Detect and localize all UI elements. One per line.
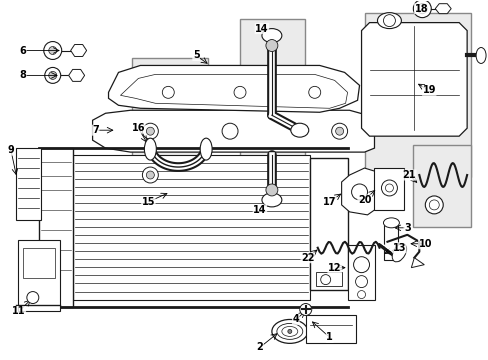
Bar	[412, 145, 470, 227]
Bar	[309, 158, 347, 289]
Text: 8: 8	[20, 71, 26, 80]
Text: 14: 14	[255, 24, 268, 33]
Text: 10: 10	[418, 239, 431, 249]
Circle shape	[142, 123, 158, 139]
Circle shape	[428, 200, 438, 210]
Circle shape	[299, 303, 311, 315]
Bar	[73, 155, 309, 300]
Circle shape	[381, 180, 397, 196]
Text: 17: 17	[322, 197, 336, 207]
Circle shape	[412, 0, 430, 18]
Bar	[374, 168, 404, 210]
Bar	[18, 240, 60, 311]
Text: 7: 7	[92, 125, 99, 135]
Ellipse shape	[475, 48, 485, 63]
Circle shape	[45, 67, 61, 84]
Circle shape	[320, 275, 330, 285]
Text: 1: 1	[325, 332, 332, 342]
Circle shape	[146, 127, 154, 135]
Text: 2: 2	[256, 342, 263, 352]
Bar	[384, 225, 398, 260]
Text: 19: 19	[422, 85, 435, 95]
Polygon shape	[108, 66, 359, 112]
Circle shape	[265, 184, 277, 196]
Circle shape	[142, 167, 158, 183]
Polygon shape	[434, 4, 450, 14]
Circle shape	[383, 15, 395, 27]
Ellipse shape	[391, 244, 406, 262]
Circle shape	[287, 329, 291, 333]
Ellipse shape	[383, 218, 399, 228]
Text: 18: 18	[414, 4, 427, 14]
Circle shape	[416, 4, 427, 14]
Bar	[364, 13, 470, 177]
Text: 16: 16	[131, 123, 145, 133]
Text: 20: 20	[357, 195, 370, 205]
Polygon shape	[341, 168, 377, 215]
Circle shape	[331, 123, 347, 139]
Circle shape	[351, 184, 367, 200]
Text: 6: 6	[20, 45, 26, 55]
Ellipse shape	[276, 323, 302, 339]
Polygon shape	[410, 258, 424, 268]
Polygon shape	[92, 110, 374, 152]
Text: 5: 5	[192, 50, 199, 60]
Ellipse shape	[281, 327, 297, 336]
Ellipse shape	[271, 319, 307, 343]
Circle shape	[27, 292, 39, 303]
Text: 4: 4	[292, 314, 299, 324]
Bar	[315, 272, 341, 285]
Bar	[39, 148, 73, 306]
Circle shape	[308, 86, 320, 98]
Circle shape	[335, 127, 343, 135]
Polygon shape	[71, 45, 86, 57]
Text: 12: 12	[327, 263, 341, 273]
Text: 15: 15	[142, 197, 155, 207]
Bar	[347, 245, 375, 300]
Polygon shape	[361, 23, 466, 136]
Text: 13: 13	[392, 243, 406, 253]
Text: 9: 9	[7, 145, 14, 155]
Circle shape	[353, 257, 369, 273]
Circle shape	[222, 123, 238, 139]
Circle shape	[425, 196, 442, 214]
Circle shape	[49, 71, 57, 80]
Polygon shape	[68, 69, 84, 81]
Text: 11: 11	[12, 306, 25, 316]
Circle shape	[49, 46, 57, 54]
Circle shape	[44, 41, 61, 59]
Circle shape	[385, 184, 393, 192]
Bar	[23, 248, 55, 278]
Bar	[132, 58, 208, 198]
Ellipse shape	[290, 123, 308, 137]
Ellipse shape	[262, 193, 281, 207]
Circle shape	[146, 171, 154, 179]
Text: 14: 14	[253, 205, 266, 215]
Bar	[240, 19, 304, 213]
Circle shape	[265, 40, 277, 51]
Circle shape	[355, 276, 367, 288]
Circle shape	[162, 86, 174, 98]
Ellipse shape	[200, 138, 212, 160]
Text: 3: 3	[403, 223, 410, 233]
Text: 21: 21	[402, 170, 415, 180]
Bar	[16, 148, 41, 220]
Ellipse shape	[144, 138, 156, 160]
Bar	[305, 315, 355, 343]
Circle shape	[357, 291, 365, 298]
Text: 22: 22	[301, 253, 314, 263]
Circle shape	[234, 86, 245, 98]
Ellipse shape	[377, 13, 401, 28]
Ellipse shape	[262, 28, 281, 42]
